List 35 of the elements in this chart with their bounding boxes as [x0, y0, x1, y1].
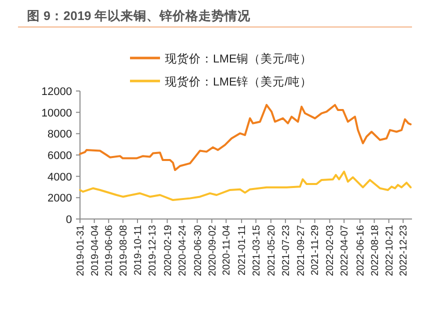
legend-label: 现货价：LME锌（美元/吨） — [165, 74, 312, 88]
x-tick-label: 2019-06-06 — [104, 224, 116, 276]
x-tick-label: 2020-04-24 — [178, 224, 189, 276]
x-tick-label: 2019-08-08 — [118, 224, 130, 276]
x-tick-label: 2020-09-02 — [207, 224, 218, 276]
x-tick-label: 2021-03-15 — [251, 224, 262, 276]
x-tick-label: 2021-09-27 — [296, 224, 307, 276]
x-tick-label: 2022-06-16 — [355, 224, 366, 276]
x-tick-label: 2020-11-04 — [222, 224, 233, 276]
x-tick-label: 2020-06-30 — [192, 224, 204, 276]
x-tick-label: 2022-02-03 — [325, 224, 336, 276]
x-tick-label: 2021-07-23 — [280, 224, 292, 276]
y-tick-label: 4000 — [48, 171, 72, 184]
y-tick-label: 8000 — [48, 128, 72, 141]
line-series — [79, 170, 412, 202]
x-tick-label: 2022-08-18 — [370, 224, 381, 276]
chart-title: 图 9：2019 年以来铜、锌价格走势情况 — [27, 8, 252, 23]
x-tick-label: 2021-05-20 — [266, 224, 278, 276]
y-tick-label: 2000 — [48, 192, 72, 205]
x-tick-label: 2022-04-07 — [340, 224, 351, 276]
x-tick-label: 2022-10-21 — [384, 224, 396, 276]
x-tick-label: 2019-10-11 — [132, 224, 144, 276]
x-tick-label: 2019-04-04 — [90, 224, 101, 276]
y-tick-label: 10000 — [41, 107, 72, 120]
x-tick-label: 2021-11-29 — [310, 224, 322, 276]
x-tick-label: 2019-01-31 — [76, 224, 86, 276]
y-tick-label: 6000 — [48, 150, 72, 162]
x-tick-label: 2021-01-11 — [237, 224, 248, 276]
legend-label: 现货价：LME铜（美元/吨） — [165, 52, 312, 66]
y-tick-label: 12000 — [41, 86, 72, 98]
x-tick-label: 2022-12-23 — [398, 224, 410, 276]
line-series — [79, 104, 412, 172]
x-tick-label: 2019-12-13 — [147, 224, 158, 276]
y-tick-label: 0 — [66, 214, 72, 226]
x-tick-label: 2020-02-19 — [162, 224, 174, 276]
